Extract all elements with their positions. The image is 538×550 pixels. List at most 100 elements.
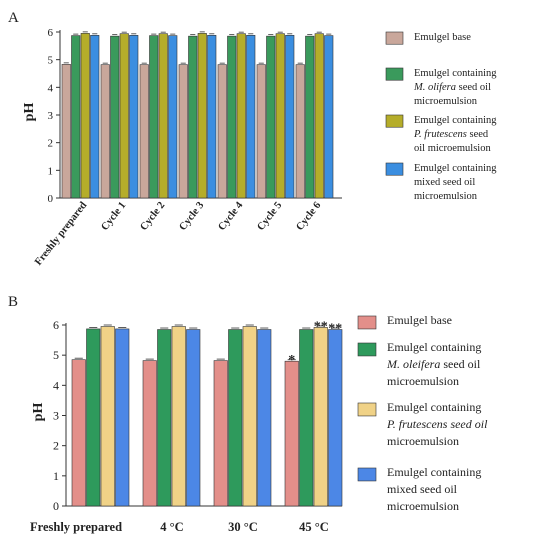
category-label: Cycle 4 xyxy=(216,199,245,232)
bar-1-3 xyxy=(186,329,201,507)
bar-2-1 xyxy=(149,35,159,199)
bar-1-1 xyxy=(157,329,172,507)
legend-text-3: microemulsion xyxy=(414,191,478,202)
y-tick-label: 1 xyxy=(53,469,59,483)
category-label: 4 °C xyxy=(160,520,183,534)
y-tick-label: 6 xyxy=(48,27,54,39)
significance-marker: * xyxy=(288,353,295,368)
bar-2-0 xyxy=(213,360,228,507)
y-tick-label: 6 xyxy=(53,318,59,332)
legend-swatch-0 xyxy=(357,315,377,330)
bar-6-1 xyxy=(305,35,315,199)
legend-text-0: Emulgel base xyxy=(387,313,452,327)
bar-6-0 xyxy=(295,64,305,199)
bar-4-1 xyxy=(227,35,237,199)
bar-5-1 xyxy=(266,35,276,199)
legend-text-1: Emulgel containing xyxy=(387,340,481,354)
bar-3-0 xyxy=(284,360,299,507)
bar-3-3 xyxy=(328,329,343,507)
legend-text-2: microemulsion xyxy=(387,434,459,448)
bar-1-2 xyxy=(119,33,129,199)
bar-2-3 xyxy=(257,329,272,507)
bar-0-1 xyxy=(86,328,101,507)
legend-text-2: P. frutescens seed oil xyxy=(386,417,488,431)
panel-label: B xyxy=(8,294,18,310)
bar-0-1 xyxy=(71,35,81,199)
bar-2-0 xyxy=(139,64,149,199)
y-tick-label: 4 xyxy=(53,378,59,392)
bar-5-0 xyxy=(256,64,266,199)
y-axis-title: pH xyxy=(22,103,37,122)
bar-2-2 xyxy=(242,326,257,507)
bar-1-2 xyxy=(171,326,186,507)
legend-swatch-2 xyxy=(385,114,404,128)
bar-4-0 xyxy=(217,64,227,199)
bar-0-3 xyxy=(90,35,100,199)
y-tick-label: 0 xyxy=(48,193,54,205)
y-tick-label: 3 xyxy=(48,110,54,122)
legend-text-0: Emulgel base xyxy=(414,32,471,43)
y-tick-label: 1 xyxy=(48,165,54,177)
bar-0-0 xyxy=(61,64,71,199)
bar-3-3 xyxy=(207,35,217,199)
bar-0-2 xyxy=(80,33,90,199)
legend-text-1: microemulsion xyxy=(414,96,478,107)
bar-6-3 xyxy=(324,35,334,199)
bar-5-2 xyxy=(275,33,285,199)
bar-3-2 xyxy=(313,327,328,507)
legend-swatch-2 xyxy=(357,402,377,417)
y-tick-label: 0 xyxy=(53,499,59,513)
legend-text-2: Emulgel containing xyxy=(414,115,497,126)
legend-text-3: Emulgel containing xyxy=(414,163,497,174)
legend-text-3: mixed seed oil xyxy=(387,482,458,496)
legend-text-2: Emulgel containing xyxy=(387,400,481,414)
legend-text-3: Emulgel containing xyxy=(387,465,481,479)
legend-text-2: oil microemulsion xyxy=(414,143,491,154)
y-tick-label: 2 xyxy=(53,439,59,453)
legend-text-3: mixed seed oil xyxy=(414,177,475,188)
y-tick-label: 4 xyxy=(48,82,54,94)
panel-a: A 0 1 2 3 4 5 6 pH Freshly prepared Cycle 1 Cycle 2… xyxy=(8,10,497,268)
legend-text-1: M. olifera seed oil xyxy=(413,82,491,93)
bar-0-3 xyxy=(115,328,130,507)
category-label: Cycle 2 xyxy=(138,200,167,233)
bar-1-3 xyxy=(129,35,139,199)
bar-1-0 xyxy=(100,64,110,199)
bar-4-3 xyxy=(246,35,256,199)
legend-swatch-1 xyxy=(357,342,377,357)
bar-2-1 xyxy=(228,329,243,507)
y-tick-label: 3 xyxy=(53,409,59,423)
category-label: Cycle 5 xyxy=(255,200,284,233)
bar-0-0 xyxy=(71,359,86,507)
panel-b: B 0 1 2 3 4 5 6 pH Freshly prepared 4 °C 30 °C 45 °C… xyxy=(8,294,488,534)
bar-1-0 xyxy=(142,360,157,507)
legend-text-1: M. oleifera seed oil xyxy=(386,357,481,371)
significance-marker: ** xyxy=(314,319,328,334)
bar-3-0 xyxy=(178,64,188,199)
bar-2-2 xyxy=(158,33,168,199)
legend-swatch-1 xyxy=(385,67,404,81)
legend-swatch-3 xyxy=(357,467,377,482)
significance-marker: ** xyxy=(328,322,342,337)
category-label: Freshly prepared xyxy=(33,200,89,268)
bar-3-1 xyxy=(299,329,314,507)
y-tick-label: 2 xyxy=(48,138,54,150)
bar-3-2 xyxy=(197,33,207,199)
y-axis-title: pH xyxy=(31,403,46,422)
bar-0-2 xyxy=(100,326,115,507)
bar-4-2 xyxy=(236,33,246,199)
category-label: Cycle 3 xyxy=(177,200,206,233)
category-label: Cycle 1 xyxy=(99,200,128,233)
legend-swatch-3 xyxy=(385,162,404,176)
bar-6-2 xyxy=(314,33,324,199)
bar-5-3 xyxy=(285,35,295,199)
category-label: 45 °C xyxy=(299,520,329,534)
category-label: Cycle 6 xyxy=(294,200,323,233)
bar-3-1 xyxy=(188,35,198,199)
legend-swatch-0 xyxy=(385,31,404,45)
y-tick-label: 5 xyxy=(48,55,54,67)
category-label: 30 °C xyxy=(228,520,258,534)
legend-text-1: microemulsion xyxy=(387,374,459,388)
legend-text-2: P. frutescens seed xyxy=(413,129,489,140)
